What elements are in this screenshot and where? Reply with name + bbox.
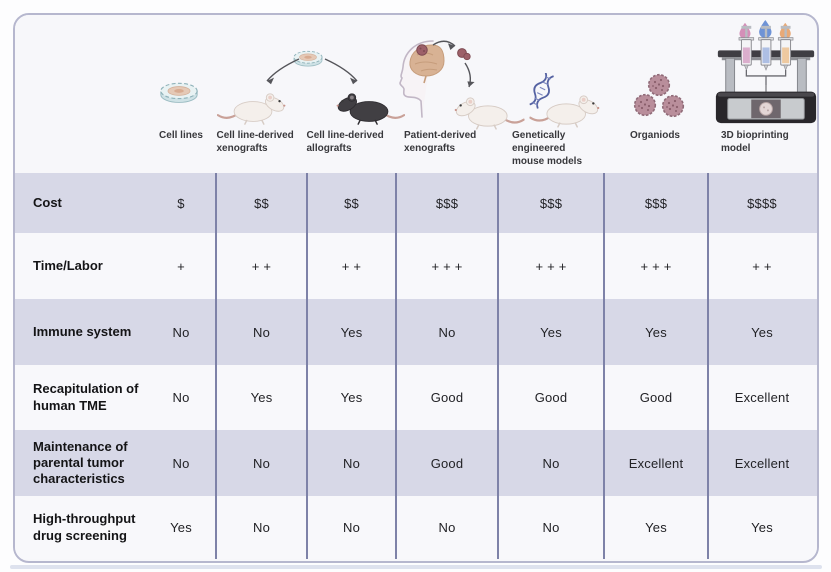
black-mouse-icon: [334, 92, 406, 126]
table-cell: No: [215, 299, 306, 365]
table-cell: Good: [603, 365, 707, 430]
table-cell: No: [395, 496, 497, 559]
table-cell: + + +: [497, 233, 603, 299]
table-cell: No: [215, 430, 306, 496]
column-header-bioprinting: 3D bioprinting model: [721, 130, 789, 154]
table-cell: Yes: [306, 365, 395, 430]
table-cell: Excellent: [603, 430, 707, 496]
panel-shadow: [10, 565, 822, 569]
table-cell: + + +: [395, 233, 497, 299]
patient-derived-xenograft-illustration: [399, 40, 525, 130]
table-cell: No: [172, 455, 190, 471]
row-label: Recapitulation of human TME: [33, 381, 139, 413]
xenograft-allograft-illustration: [216, 50, 406, 126]
table-cell: No: [172, 390, 190, 405]
table-cell: No: [306, 496, 395, 559]
table-cell: +: [177, 258, 185, 274]
white-mouse-icon: [529, 94, 602, 128]
column-header-cla: Cell line-derived allografts: [306, 130, 384, 154]
dna-icon: [529, 73, 554, 109]
column-header-cdx: Cell line-derived xenografts: [216, 130, 294, 154]
table-cell: $$$: [395, 173, 497, 233]
table-cell: $: [177, 195, 185, 211]
header-spacer: [15, 129, 147, 168]
table-cell: Yes: [707, 496, 815, 559]
table-row-maintenance: Maintenance of parental tumor characteri…: [15, 430, 817, 496]
row-label: Cost: [33, 194, 62, 210]
tumor-icon: [416, 44, 428, 56]
arrow-icon: [432, 40, 475, 88]
arrow-icon: [266, 58, 358, 85]
column-headers: Cell lines Cell line-derived xenografts …: [15, 129, 815, 168]
table-cell: No: [497, 496, 603, 559]
table-cell: $$$$: [707, 173, 815, 233]
table-cell: No: [172, 324, 190, 340]
white-mouse-icon: [216, 92, 288, 126]
table-cell: Yes: [170, 520, 192, 535]
row-label: Immune system: [33, 323, 132, 339]
table-cell: No: [497, 430, 603, 496]
table-row-drug-screening: High-throughput drug screening Yes No No…: [15, 496, 817, 559]
column-header-organoids: Organiods: [629, 130, 680, 141]
table-cell: $$: [306, 173, 395, 233]
gemm-illustration: [529, 73, 602, 128]
table-cell: Excellent: [707, 430, 815, 496]
table-cell: No: [395, 299, 497, 365]
patient-head-icon: [399, 40, 445, 118]
table-row-cost: Cost $ $$ $$ $$$ $$$ $$$ $$$$: [15, 173, 817, 233]
column-header-pdx: Patient-derived xenografts: [404, 130, 477, 154]
organoids-icon: [633, 73, 685, 118]
table-cell: Good: [395, 365, 497, 430]
table-cell: Yes: [603, 299, 707, 365]
table-cell: + +: [306, 233, 395, 299]
table-cell: + + +: [603, 233, 707, 299]
table-cell: Good: [395, 430, 497, 496]
column-header-cell-lines: Cell lines: [159, 130, 203, 141]
table-cell: Excellent: [707, 365, 815, 430]
bioprinter-icon: [715, 19, 817, 124]
table-cell: Good: [497, 365, 603, 430]
petri-dish-icon: [160, 82, 198, 104]
table-row-time-labor: Time/Labor + + + + + + + + + + + + + + +…: [15, 233, 817, 299]
row-label: High-throughput drug screening: [33, 511, 136, 543]
table-cell: No: [306, 430, 395, 496]
table-cell: No: [215, 496, 306, 559]
table-cell: Yes: [306, 299, 395, 365]
table-header: Cell lines Cell line-derived xenografts …: [15, 15, 817, 173]
table-cell: Yes: [215, 365, 306, 430]
table-cell: + +: [215, 233, 306, 299]
table-cell: $$$: [497, 173, 603, 233]
table-cell: $$: [215, 173, 306, 233]
column-header-gemm: Genetically engineered mouse models: [512, 130, 583, 167]
syringe-icons: [738, 25, 794, 92]
table-cell: + +: [707, 233, 815, 299]
table-cell: Yes: [603, 496, 707, 559]
table-cell: Yes: [707, 299, 815, 365]
table-row-recapitulation-tme: Recapitulation of human TME No Yes Yes G…: [15, 365, 817, 430]
tumor-fragment-icon: [457, 48, 471, 61]
table-cell: Yes: [497, 299, 603, 365]
table-cell: $$$: [603, 173, 707, 233]
model-comparison-table: Cell lines Cell line-derived xenografts …: [13, 13, 819, 563]
row-label: Maintenance of parental tumor characteri…: [33, 438, 128, 487]
row-label: Time/Labor: [33, 257, 103, 273]
table-row-immune-system: Immune system No No Yes No Yes Yes Yes: [15, 299, 817, 365]
